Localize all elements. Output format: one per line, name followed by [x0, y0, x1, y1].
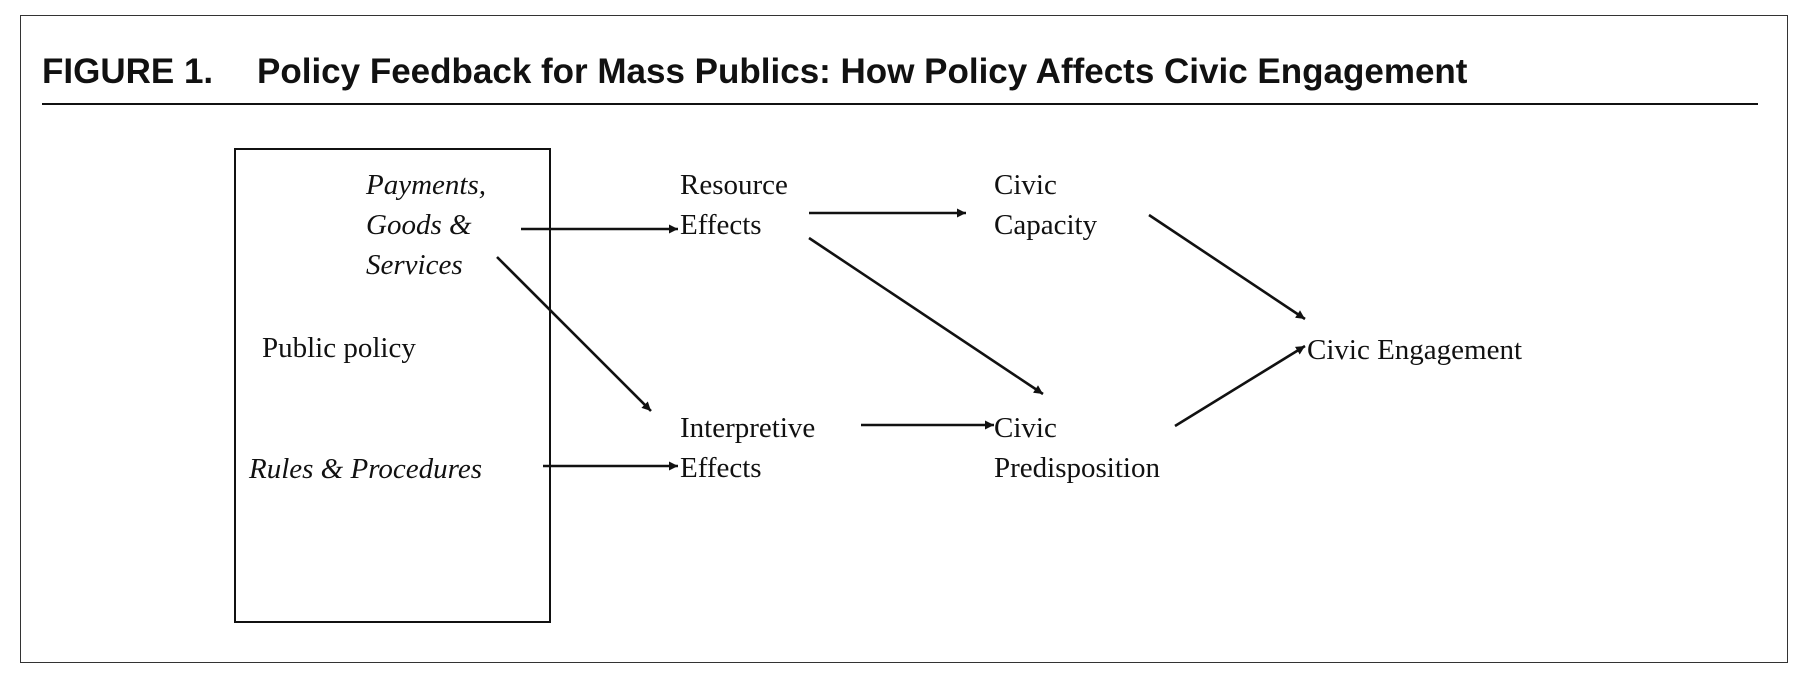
figure-title-text: Policy Feedback for Mass Publics: How Po… [257, 52, 1468, 91]
arrow-predisposition-to-civic-engagement [1174, 344, 1306, 428]
title-rule [42, 103, 1758, 105]
interpretive-effects-line-1: Interpretive [680, 412, 816, 444]
interpretive-effects-line-2: Effects [680, 452, 762, 484]
public-policy-box [234, 148, 551, 623]
resource-effects-line-2: Effects [680, 209, 762, 241]
node-interpretive-effects: Interpretive Effects [680, 408, 815, 488]
node-payments-goods-services: Payments, Goods & Services [366, 165, 486, 285]
node-resource-effects: Resource Effects [680, 165, 788, 245]
arrow-capacity-to-civic-engagement [1148, 213, 1306, 321]
node-public-policy: Public policy [262, 332, 416, 364]
node-civic-capacity: Civic Capacity [994, 165, 1097, 245]
civic-predisposition-line-2: Predisposition [994, 452, 1160, 484]
node-rules-procedures: Rules & Procedures [249, 453, 483, 485]
node-civic-predisposition: Civic Predisposition [994, 408, 1160, 488]
payments-line-3: Services [366, 249, 463, 281]
arrow-resource-to-civic-predisposition [808, 236, 1044, 396]
payments-line-1: Payments, [366, 169, 486, 201]
civic-capacity-line-2: Capacity [994, 209, 1098, 241]
civic-predisposition-line-1: Civic [994, 412, 1057, 444]
payments-line-2: Goods & [366, 209, 472, 241]
figure-number: FIGURE 1. [42, 52, 214, 91]
node-civic-engagement: Civic Engagement [1307, 334, 1523, 366]
resource-effects-line-1: Resource [680, 169, 788, 201]
figure-title: FIGURE 1. Policy Feedback for Mass Public… [42, 52, 1467, 92]
arrow-payments-to-interpretive-effects [496, 256, 652, 412]
figure-frame [20, 15, 1788, 663]
civic-capacity-line-1: Civic [994, 169, 1057, 201]
